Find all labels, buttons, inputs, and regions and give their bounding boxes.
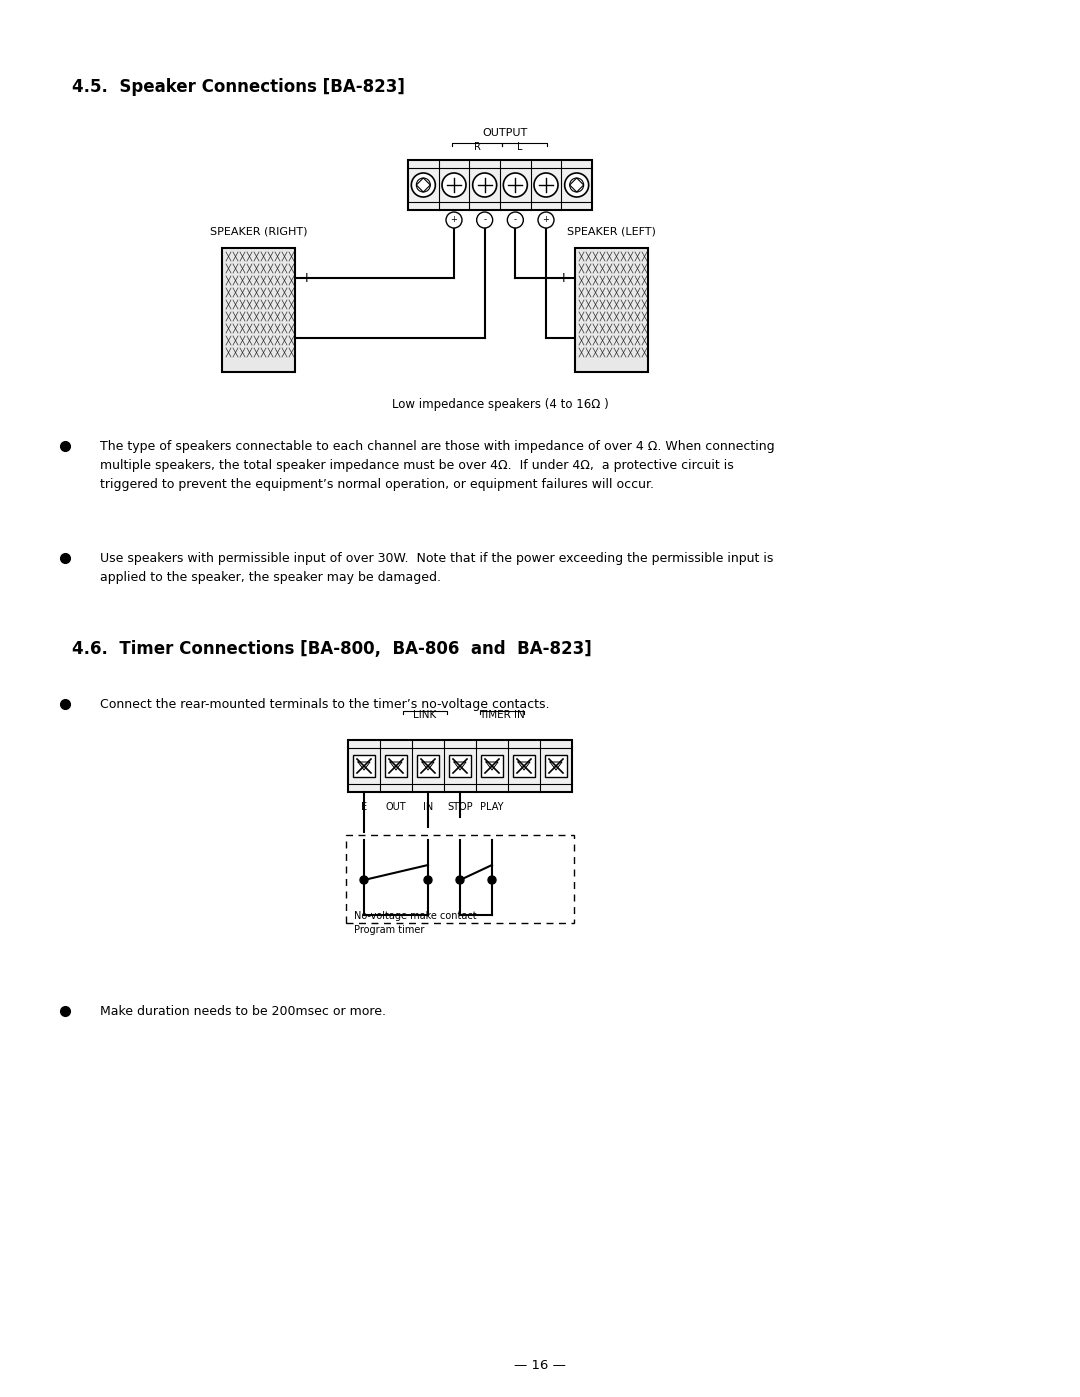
Text: — 16 —: — 16 — xyxy=(514,1359,566,1372)
Circle shape xyxy=(360,876,368,884)
Text: Program timer: Program timer xyxy=(354,925,424,935)
Text: +: + xyxy=(557,271,569,285)
Text: −: − xyxy=(557,331,569,345)
Text: PLAY: PLAY xyxy=(481,802,503,812)
Bar xyxy=(575,249,648,372)
Circle shape xyxy=(473,173,497,197)
Text: IN: IN xyxy=(423,802,433,812)
Text: SPEAKER (LEFT): SPEAKER (LEFT) xyxy=(567,226,656,236)
Bar xyxy=(545,754,567,777)
Text: 4.5.  Speaker Connections [BA-823]: 4.5. Speaker Connections [BA-823] xyxy=(72,78,405,96)
Text: −: − xyxy=(301,331,312,345)
Text: R: R xyxy=(473,142,481,152)
Bar xyxy=(481,754,503,777)
Circle shape xyxy=(456,876,464,884)
Text: The type of speakers connectable to each channel are those with impedance of ove: The type of speakers connectable to each… xyxy=(100,440,774,490)
Bar xyxy=(449,754,471,777)
Text: Use speakers with permissible input of over 30W.  Note that if the power exceedi: Use speakers with permissible input of o… xyxy=(100,552,773,584)
Circle shape xyxy=(508,212,524,228)
Circle shape xyxy=(476,212,492,228)
Circle shape xyxy=(442,173,465,197)
Text: OUT: OUT xyxy=(386,802,406,812)
Circle shape xyxy=(503,173,527,197)
Text: Connect the rear-mounted terminals to the timer’s no-voltage contacts.: Connect the rear-mounted terminals to th… xyxy=(100,698,550,711)
Bar xyxy=(346,835,573,923)
Text: E: E xyxy=(361,802,367,812)
Text: L: L xyxy=(517,142,523,152)
Bar xyxy=(222,249,295,372)
Text: SPEAKER (RIGHT): SPEAKER (RIGHT) xyxy=(210,226,307,236)
Bar xyxy=(348,740,572,792)
Circle shape xyxy=(488,876,496,884)
Circle shape xyxy=(565,173,589,197)
Circle shape xyxy=(424,876,432,884)
Circle shape xyxy=(446,212,462,228)
Text: -: - xyxy=(483,215,486,225)
Text: Make duration needs to be 200msec or more.: Make duration needs to be 200msec or mor… xyxy=(100,1004,386,1018)
Text: LINK: LINK xyxy=(414,710,436,719)
Text: Low impedance speakers (4 to 16Ω ): Low impedance speakers (4 to 16Ω ) xyxy=(392,398,608,411)
Circle shape xyxy=(534,173,558,197)
Text: No-voltage make contact: No-voltage make contact xyxy=(354,911,476,921)
Text: +: + xyxy=(542,215,550,225)
Bar xyxy=(353,754,375,777)
Circle shape xyxy=(411,173,435,197)
Text: TIMER IN: TIMER IN xyxy=(480,710,525,719)
Bar xyxy=(417,754,438,777)
Text: -: - xyxy=(514,215,517,225)
Polygon shape xyxy=(408,161,592,210)
Text: OUTPUT: OUTPUT xyxy=(483,129,528,138)
Bar xyxy=(513,754,535,777)
Text: 4.6.  Timer Connections [BA-800,  BA-806  and  BA-823]: 4.6. Timer Connections [BA-800, BA-806 a… xyxy=(72,640,592,658)
Text: STOP: STOP xyxy=(447,802,473,812)
Text: +: + xyxy=(450,215,458,225)
Text: +: + xyxy=(301,271,312,285)
Bar xyxy=(384,754,407,777)
Circle shape xyxy=(538,212,554,228)
